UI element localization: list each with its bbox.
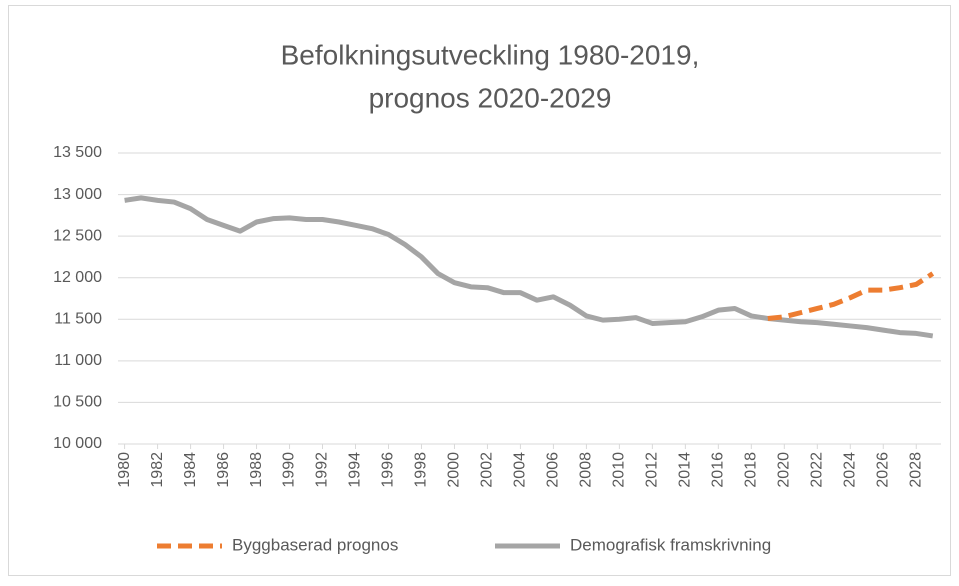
x-tick-label: 2012 (644, 452, 661, 488)
x-tick-label: 1980 (116, 452, 133, 488)
x-tick-label: 1986 (215, 452, 232, 488)
x-tick-label: 2010 (611, 452, 628, 488)
x-tick-label: 1988 (248, 452, 265, 488)
x-tick-label: 2022 (809, 452, 826, 488)
chart-title: prognos 2020-2029 (369, 82, 612, 113)
y-tick-label: 10 500 (53, 394, 102, 411)
x-tick-label: 1992 (314, 452, 331, 488)
x-tick-label: 1998 (413, 452, 430, 488)
x-tick-label: 1984 (182, 452, 199, 488)
x-tick-label: 2026 (874, 452, 891, 488)
y-tick-label: 13 000 (53, 186, 102, 203)
x-tick-label: 2018 (743, 452, 760, 488)
x-tick-label: 2016 (710, 452, 727, 488)
x-tick-label: 1996 (380, 452, 397, 488)
x-tick-label: 2024 (842, 452, 859, 488)
y-tick-label: 12 000 (53, 269, 102, 286)
chart-title: Befolkningsutveckling 1980-2019, (281, 39, 700, 70)
y-tick-label: 12 500 (53, 227, 102, 244)
x-tick-label: 1990 (281, 452, 298, 488)
series-line (767, 271, 935, 321)
y-tick-label: 11 000 (54, 352, 102, 369)
x-tick-label: 2020 (776, 452, 793, 488)
x-tick-label: 2000 (446, 452, 463, 488)
x-tick-label: 1994 (347, 452, 364, 488)
x-tick-label: 2028 (907, 452, 924, 488)
x-tick-label: 1982 (149, 452, 166, 488)
chart-frame (8, 5, 951, 576)
x-tick-label: 2002 (479, 452, 496, 488)
x-tick-label: 2008 (578, 452, 595, 488)
y-tick-label: 11 500 (54, 311, 102, 328)
x-tick-label: 2006 (545, 452, 562, 488)
series-line (124, 195, 934, 339)
y-tick-label: 13 500 (53, 144, 102, 161)
x-tick-label: 2004 (512, 452, 529, 488)
legend-label: Demografisk framskrivning (570, 535, 771, 554)
y-tick-label: 10 000 (53, 435, 102, 452)
legend-label: Byggbaserad prognos (232, 535, 398, 554)
x-tick-label: 2014 (677, 452, 694, 488)
